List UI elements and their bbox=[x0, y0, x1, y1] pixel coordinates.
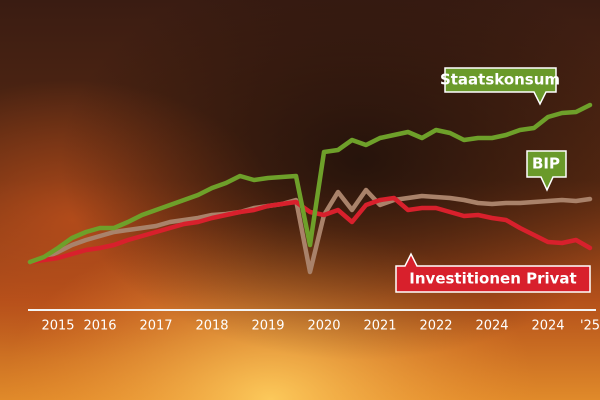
series-line bbox=[27, 102, 593, 265]
x-tick-label: 2024 bbox=[475, 319, 508, 334]
series-line bbox=[27, 187, 593, 275]
x-tick-label: '25 bbox=[580, 319, 600, 334]
x-tick-label: 2022 bbox=[419, 319, 452, 334]
series-label: Staatskonsum bbox=[440, 71, 560, 89]
x-tick-label: 2018 bbox=[195, 319, 228, 334]
callout-investitionen: Investitionen Privat bbox=[395, 252, 591, 293]
callout-box bbox=[526, 150, 567, 192]
callout-box bbox=[444, 67, 557, 106]
series-line bbox=[27, 195, 593, 265]
callout-bip: BIP bbox=[526, 150, 567, 192]
series-label: BIP bbox=[532, 155, 560, 173]
x-tick-label: 2024 bbox=[531, 319, 564, 334]
x-tick-label: 2015 bbox=[41, 319, 74, 334]
x-tick-label: 2017 bbox=[139, 319, 172, 334]
x-tick-label: 2021 bbox=[363, 319, 396, 334]
series-label: Investitionen Privat bbox=[409, 270, 576, 288]
callout-box bbox=[395, 252, 591, 293]
callout-staatskonsum: Staatskonsum bbox=[440, 67, 560, 106]
x-tick-label: 2019 bbox=[251, 319, 284, 334]
x-tick-label: 2016 bbox=[83, 319, 116, 334]
x-tick-label: 2020 bbox=[307, 319, 340, 334]
